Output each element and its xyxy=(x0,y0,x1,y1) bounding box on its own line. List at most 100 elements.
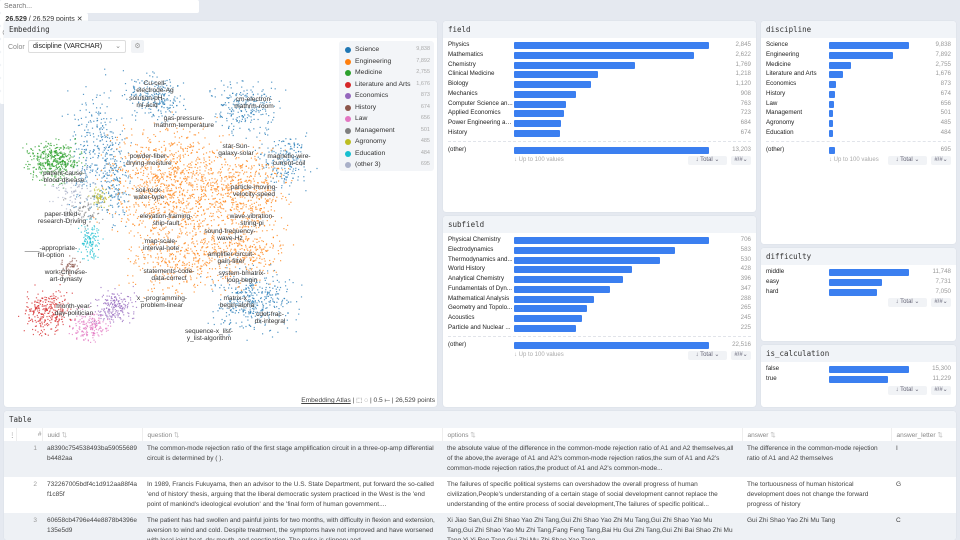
point xyxy=(229,176,231,178)
clear-selection-icon[interactable]: ✕ xyxy=(76,16,83,23)
point xyxy=(116,160,118,162)
point xyxy=(197,269,199,271)
point xyxy=(153,176,155,178)
point xyxy=(193,227,195,229)
point xyxy=(97,167,99,169)
point xyxy=(289,165,291,167)
point xyxy=(109,181,111,183)
point xyxy=(163,83,165,85)
point xyxy=(236,93,238,95)
point xyxy=(79,178,81,180)
point xyxy=(190,145,192,147)
point xyxy=(200,267,202,269)
point xyxy=(105,153,107,155)
point xyxy=(302,162,304,165)
point xyxy=(140,146,142,148)
point xyxy=(248,301,250,303)
point xyxy=(251,246,253,248)
point xyxy=(254,175,256,177)
point xyxy=(54,147,56,150)
point xyxy=(192,193,194,195)
point xyxy=(248,199,250,201)
point xyxy=(100,154,102,156)
point xyxy=(115,305,117,307)
point xyxy=(283,319,285,321)
point xyxy=(194,174,196,176)
point xyxy=(301,144,303,146)
point xyxy=(198,228,200,230)
point xyxy=(239,292,241,294)
color-select[interactable]: discipline (VARCHAR) ⌄ xyxy=(28,40,126,53)
point xyxy=(104,112,106,114)
point xyxy=(185,264,187,266)
point xyxy=(286,172,288,174)
point xyxy=(187,204,189,206)
point xyxy=(248,179,250,181)
point xyxy=(55,180,57,182)
point xyxy=(132,188,134,190)
point xyxy=(104,136,106,138)
point xyxy=(217,224,219,227)
color-settings-icon[interactable]: ⚙ xyxy=(131,40,144,53)
point xyxy=(163,95,165,97)
point xyxy=(250,119,253,121)
point xyxy=(81,148,83,150)
point xyxy=(153,211,155,213)
point xyxy=(145,98,147,100)
point xyxy=(190,185,192,187)
embedding-scatter[interactable] xyxy=(4,21,437,407)
point xyxy=(292,158,294,160)
point xyxy=(117,314,119,316)
point xyxy=(250,112,252,114)
point xyxy=(220,141,222,143)
point xyxy=(41,151,44,153)
point xyxy=(150,229,152,231)
point xyxy=(275,173,277,175)
point xyxy=(263,101,266,103)
point xyxy=(61,300,64,303)
point xyxy=(155,102,157,104)
point xyxy=(251,208,253,210)
point xyxy=(255,273,257,275)
point xyxy=(81,168,83,170)
point xyxy=(223,84,225,86)
point xyxy=(282,153,284,155)
point xyxy=(112,144,114,146)
point xyxy=(266,311,268,313)
point xyxy=(198,196,200,198)
point xyxy=(145,195,147,197)
point xyxy=(230,229,232,231)
point xyxy=(220,284,222,286)
point xyxy=(214,284,216,286)
point xyxy=(110,180,113,182)
point xyxy=(203,220,205,222)
point xyxy=(66,159,68,161)
point xyxy=(231,254,233,256)
point xyxy=(292,156,294,158)
point xyxy=(287,312,289,314)
point xyxy=(44,157,46,159)
point xyxy=(241,214,243,216)
point xyxy=(162,93,164,95)
point xyxy=(207,322,209,324)
point xyxy=(160,86,162,88)
point xyxy=(166,190,168,192)
point xyxy=(52,315,54,317)
point xyxy=(293,149,295,152)
point xyxy=(84,164,86,167)
point xyxy=(237,243,239,245)
point xyxy=(95,203,97,205)
point xyxy=(174,142,176,144)
point xyxy=(262,102,264,104)
point xyxy=(278,281,280,283)
point xyxy=(240,192,242,195)
point xyxy=(187,247,189,249)
point xyxy=(220,80,222,82)
point xyxy=(270,189,272,191)
point xyxy=(117,301,120,303)
point xyxy=(128,153,130,155)
search-input[interactable] xyxy=(0,0,199,13)
point xyxy=(111,293,113,295)
point xyxy=(141,166,143,168)
point xyxy=(209,203,211,205)
